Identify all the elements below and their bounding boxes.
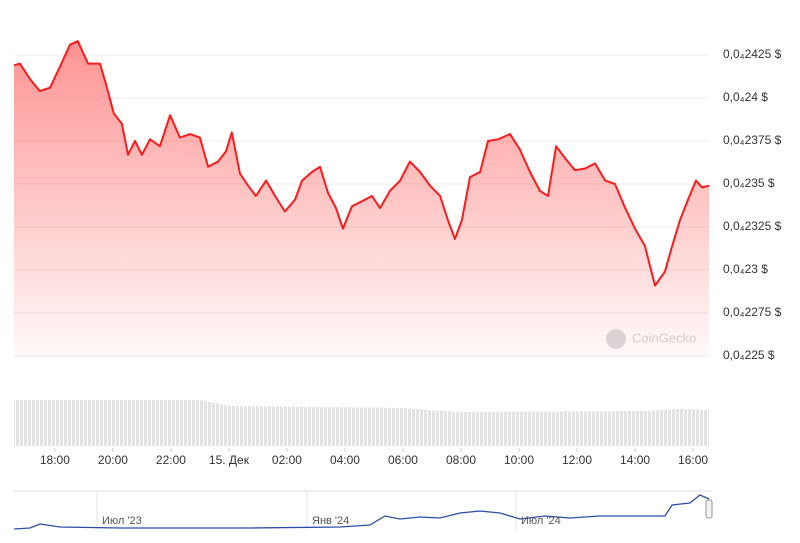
watermark: CoinGecko: [606, 329, 696, 349]
y-tick-label: 0,0₄2325 $: [723, 219, 782, 233]
price-area: [14, 41, 709, 356]
x-tick-label: 04:00: [330, 453, 360, 467]
x-tick-label: 16:00: [678, 453, 708, 467]
plot: [13, 40, 710, 356]
volume-band: [14, 400, 709, 446]
y-tick-label: 0,0₄24 $: [723, 90, 768, 104]
x-tick-label: 08:00: [446, 453, 476, 467]
navigator-line: [13, 494, 710, 530]
grid: 0,0₄225 $ 0,0₄2275 $ 0,0₄23 $ 0,0₄2325 $ 0,0…: [14, 47, 782, 467]
y-tick-label: 0,0₄2375 $: [723, 133, 782, 147]
y-tick-label: 0,0₄2425 $: [723, 47, 782, 61]
navigator-label: Янв '24: [312, 515, 349, 527]
price-line: [13, 40, 710, 287]
y-tick-label: 0,0₄225 $: [723, 348, 775, 362]
x-tick-label: 10:00: [504, 453, 534, 467]
navigator: Июл '23 Янв '24 Июл '24: [13, 490, 713, 530]
x-tick-label: 22:00: [156, 453, 186, 467]
y-tick-label: 0,0₄2275 $: [723, 305, 782, 319]
x-tick-label: 12:00: [562, 453, 592, 467]
x-tick-label: 02:00: [272, 453, 302, 467]
y-tick-label: 0,0₄235 $: [723, 176, 775, 190]
x-tick-label: 15. Дек: [209, 453, 250, 467]
watermark-text: CoinGecko: [632, 330, 696, 345]
navigator-label: Июл '23: [102, 515, 142, 527]
x-tick-label: 06:00: [388, 453, 418, 467]
y-tick-label: 0,0₄23 $: [723, 262, 768, 276]
x-tick-label: 18:00: [40, 453, 70, 467]
x-tick-label: 14:00: [620, 453, 650, 467]
navigator-handle[interactable]: [705, 499, 713, 519]
x-tick-label: 20:00: [98, 453, 128, 467]
watermark-logo: [606, 329, 626, 349]
navigator-label: Июл '24: [521, 515, 561, 527]
